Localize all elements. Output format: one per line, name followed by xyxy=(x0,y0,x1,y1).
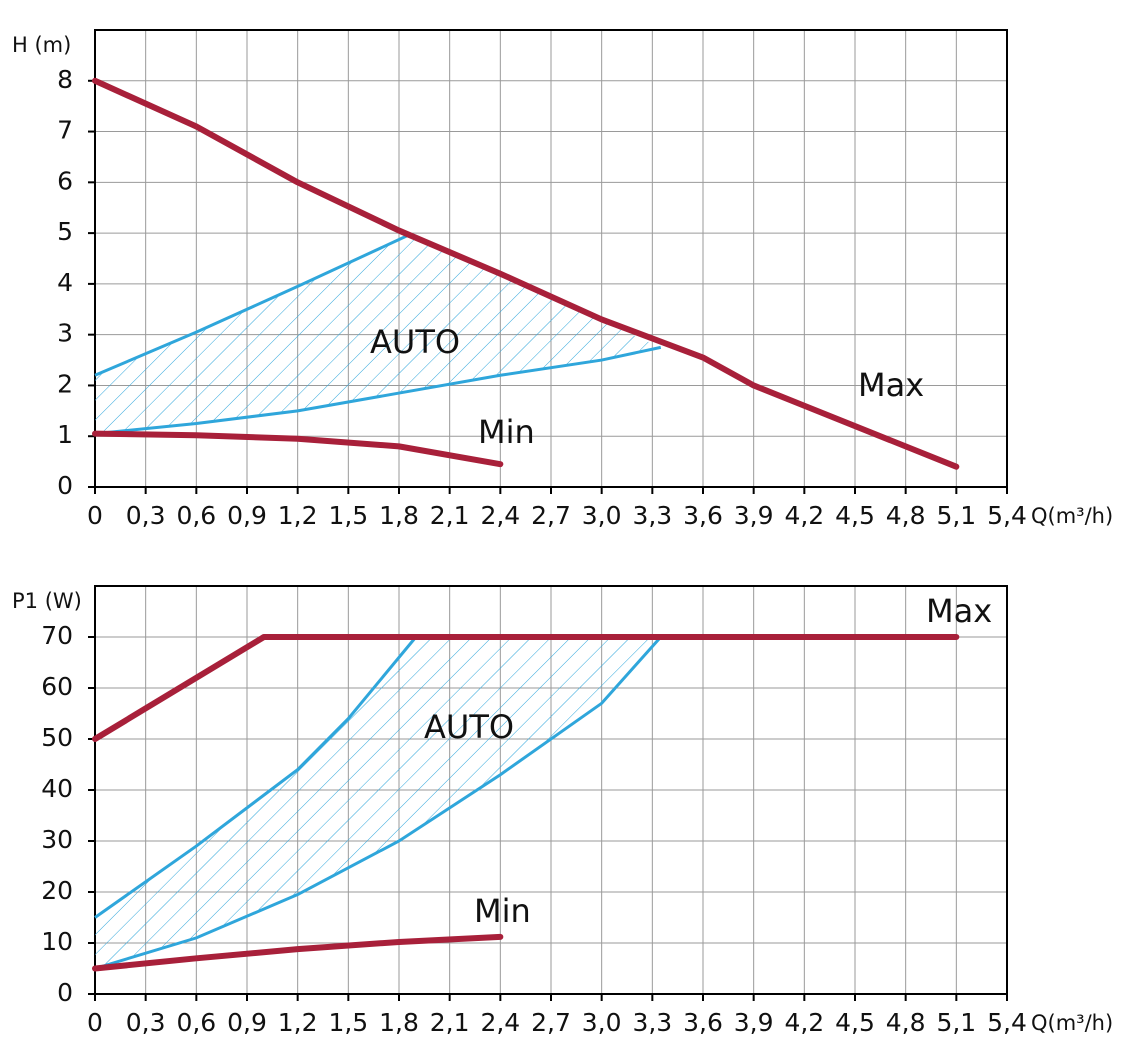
x-tick-label: 0 xyxy=(87,501,103,530)
y-tick-label: 10 xyxy=(41,927,73,956)
x-tick-label: 4,8 xyxy=(886,1008,926,1037)
y-tick-label: 30 xyxy=(41,825,73,854)
x-tick-label: 3,0 xyxy=(582,501,622,530)
y-tick-label: 2 xyxy=(57,369,73,398)
curve xyxy=(92,634,960,742)
x-tick-label: 2,4 xyxy=(480,1008,520,1037)
x-tick-label: 3,3 xyxy=(632,501,672,530)
x-tick-label: 3,9 xyxy=(734,501,774,530)
auto-label: AUTO xyxy=(424,708,514,746)
x-tick-label: 2,1 xyxy=(430,501,470,530)
y-tick-label: 70 xyxy=(41,621,73,650)
x-tick-label: 3,9 xyxy=(734,1008,774,1037)
y-tick-label: 5 xyxy=(57,217,73,246)
y-tick-label: 60 xyxy=(41,672,73,701)
y-axis-label: H (m) xyxy=(12,33,71,57)
y-tick-label: 6 xyxy=(57,166,73,195)
plot-frame xyxy=(94,29,1008,488)
x-tick-label: 4,8 xyxy=(886,501,926,530)
x-tick-label: 1,2 xyxy=(278,501,318,530)
y-tick-label: 50 xyxy=(41,723,73,752)
y-tick-label: 0 xyxy=(57,978,73,1007)
x-tick-label: 1,5 xyxy=(328,1008,368,1037)
y-tick-label: 40 xyxy=(41,774,73,803)
x-axis-label: Q(m³/h) xyxy=(1031,504,1113,528)
curve-label: Min xyxy=(474,892,531,930)
curve-label: Min xyxy=(478,413,535,451)
x-tick-label: 3,3 xyxy=(632,1008,672,1037)
x-tick-label: 0,3 xyxy=(126,1008,166,1037)
x-tick-label: 3,6 xyxy=(683,501,723,530)
x-tick-label: 0,9 xyxy=(227,501,267,530)
x-tick-label: 1,2 xyxy=(278,1008,318,1037)
y-tick-label: 3 xyxy=(57,319,73,348)
y-tick-label: 8 xyxy=(57,65,73,94)
curve xyxy=(92,77,960,470)
x-tick-label: 3,6 xyxy=(683,1008,723,1037)
y-axis-label: P1 (W) xyxy=(12,589,82,613)
x-tick-label: 0,6 xyxy=(176,1008,216,1037)
x-axis-label: Q(m³/h) xyxy=(1031,1011,1113,1035)
curve-label: Max xyxy=(858,366,924,404)
x-tick-label: 0,6 xyxy=(176,501,216,530)
x-tick-label: 2,1 xyxy=(430,1008,470,1037)
curve xyxy=(92,933,504,972)
auto-boundary xyxy=(94,636,662,970)
x-tick-label: 1,8 xyxy=(379,1008,419,1037)
y-tick-label: 0 xyxy=(57,471,73,500)
auto-hatch xyxy=(95,637,661,969)
auto-boundary xyxy=(94,636,418,919)
y-tick-label: 4 xyxy=(57,268,73,297)
curve-label: Max xyxy=(926,592,992,630)
x-tick-label: 5,1 xyxy=(936,501,976,530)
x-tick-label: 0,9 xyxy=(227,1008,267,1037)
x-tick-label: 0,3 xyxy=(126,501,166,530)
auto-label: AUTO xyxy=(370,323,460,361)
x-tick-label: 0 xyxy=(87,1008,103,1037)
x-tick-label: 1,8 xyxy=(379,501,419,530)
y-tick-label: 1 xyxy=(57,420,73,449)
plot-frame xyxy=(94,585,1008,995)
x-tick-label: 5,4 xyxy=(987,1008,1027,1037)
x-tick-label: 4,5 xyxy=(835,501,875,530)
auto-boundary xyxy=(94,234,409,377)
x-tick-label: 2,4 xyxy=(480,501,520,530)
x-tick-label: 2,7 xyxy=(531,1008,571,1037)
x-tick-label: 4,5 xyxy=(835,1008,875,1037)
x-tick-label: 1,5 xyxy=(328,501,368,530)
x-tick-label: 3,0 xyxy=(582,1008,622,1037)
x-tick-label: 5,4 xyxy=(987,501,1027,530)
x-tick-label: 5,1 xyxy=(936,1008,976,1037)
x-tick-label: 2,7 xyxy=(531,501,571,530)
auto-boundary xyxy=(94,345,662,436)
y-tick-label: 7 xyxy=(57,116,73,145)
x-tick-label: 4,2 xyxy=(784,1008,824,1037)
x-tick-label: 4,2 xyxy=(784,501,824,530)
curve xyxy=(92,430,504,468)
y-tick-label: 20 xyxy=(41,876,73,905)
